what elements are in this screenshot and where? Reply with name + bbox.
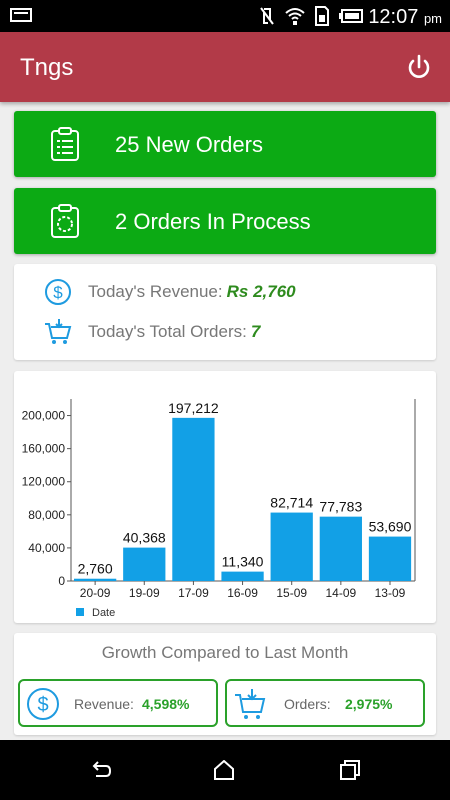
svg-text:$: $: [53, 283, 63, 302]
clock-time: 12:07: [368, 6, 419, 28]
app-title: Tngs: [20, 54, 74, 81]
y-tick-label: 80,000: [28, 508, 65, 522]
battery-icon: [339, 9, 363, 23]
today-revenue-label: Today's Revenue:: [88, 282, 223, 301]
cart-icon: [235, 689, 266, 719]
y-tick-label: 0: [58, 574, 65, 588]
x-tick-label: 16-09: [227, 586, 258, 600]
clock: 12:07 pm: [368, 6, 442, 29]
y-tick-label: 200,000: [22, 409, 66, 423]
bar-value-label: 53,690: [369, 519, 412, 535]
notification-icon: [10, 8, 32, 22]
bar: [319, 516, 362, 581]
power-icon[interactable]: [406, 54, 432, 80]
x-tick-label: 20-09: [80, 586, 111, 600]
bar: [270, 512, 313, 581]
orders-growth-box: Orders: 2,975%: [225, 679, 425, 727]
x-tick-label: 15-09: [276, 586, 307, 600]
today-revenue-row: $ Today's Revenue: Rs 2,760: [44, 278, 296, 306]
dollar-circle-icon: $: [45, 279, 71, 305]
bar: [172, 417, 215, 581]
new-orders-button[interactable]: 25 New Orders: [14, 111, 436, 177]
orders-in-process-button[interactable]: 2 Orders In Process: [14, 188, 436, 254]
dollar-circle-icon: $: [27, 688, 59, 720]
x-tick-label: 17-09: [178, 586, 209, 600]
legend-label: Date: [92, 607, 115, 619]
bar-value-label: 2,760: [78, 561, 113, 577]
y-tick-label: 40,000: [28, 541, 65, 555]
orders-growth-label: Orders:: [284, 696, 331, 712]
today-orders-label: Today's Total Orders:: [88, 322, 247, 341]
app-bar: Tngs: [0, 32, 450, 102]
recents-icon[interactable]: [339, 760, 361, 780]
vibrate-off-icon: [260, 7, 274, 25]
cart-icon: [45, 319, 72, 344]
home-icon[interactable]: [213, 760, 235, 780]
bar: [123, 547, 166, 581]
clipboard-progress-icon: [51, 204, 79, 238]
navigation-bar: [0, 740, 450, 800]
revenue-growth-label: Revenue:: [74, 696, 134, 712]
revenue-growth-box: $ Revenue: 4,598%: [18, 679, 218, 727]
clock-ampm: pm: [423, 11, 442, 26]
bar-value-label: 82,714: [270, 495, 313, 511]
bar-value-label: 77,783: [319, 499, 362, 515]
bar: [74, 578, 117, 581]
orders-growth-value: 2,975%: [345, 696, 393, 712]
growth-title: Growth Compared to Last Month: [101, 643, 349, 662]
growth-card: Growth Compared to Last Month $ Revenue:…: [14, 633, 436, 735]
x-tick-label: 19-09: [129, 586, 160, 600]
today-summary-card: $ Today's Revenue: Rs 2,760 Today's Tota…: [14, 264, 436, 360]
orders-in-process-label: 2 Orders In Process: [115, 209, 311, 234]
x-tick-label: 14-09: [325, 586, 356, 600]
revenue-growth-value: 4,598%: [142, 696, 190, 712]
bar: [221, 571, 264, 581]
bar-value-label: 197,212: [168, 400, 219, 416]
status-bar: 12:07 pm: [0, 0, 450, 32]
sim-icon: [315, 6, 329, 26]
new-orders-label: 25 New Orders: [115, 132, 263, 157]
bar-value-label: 40,368: [123, 530, 166, 546]
today-revenue-value: Rs 2,760: [226, 282, 296, 301]
legend-swatch: [76, 608, 84, 616]
today-orders-row: Today's Total Orders: 7: [44, 318, 260, 346]
bar-value-label: 11,340: [222, 554, 264, 570]
wifi-icon: [285, 8, 305, 25]
bar: [368, 536, 412, 581]
svg-text:$: $: [37, 694, 48, 716]
y-tick-label: 160,000: [22, 442, 66, 456]
revenue-chart-card: 0 40,000 80,000 120,000 160,000 200,000 2,760 2…: [14, 371, 436, 623]
today-orders-value: 7: [250, 322, 261, 341]
revenue-bar-chart: 0 40,000 80,000 120,000 160,000 200,000 2,760 2…: [22, 399, 416, 619]
y-tick-label: 120,000: [22, 475, 66, 489]
clipboard-list-icon: [51, 127, 79, 161]
back-icon[interactable]: [90, 760, 112, 780]
x-tick-label: 13-09: [375, 586, 406, 600]
